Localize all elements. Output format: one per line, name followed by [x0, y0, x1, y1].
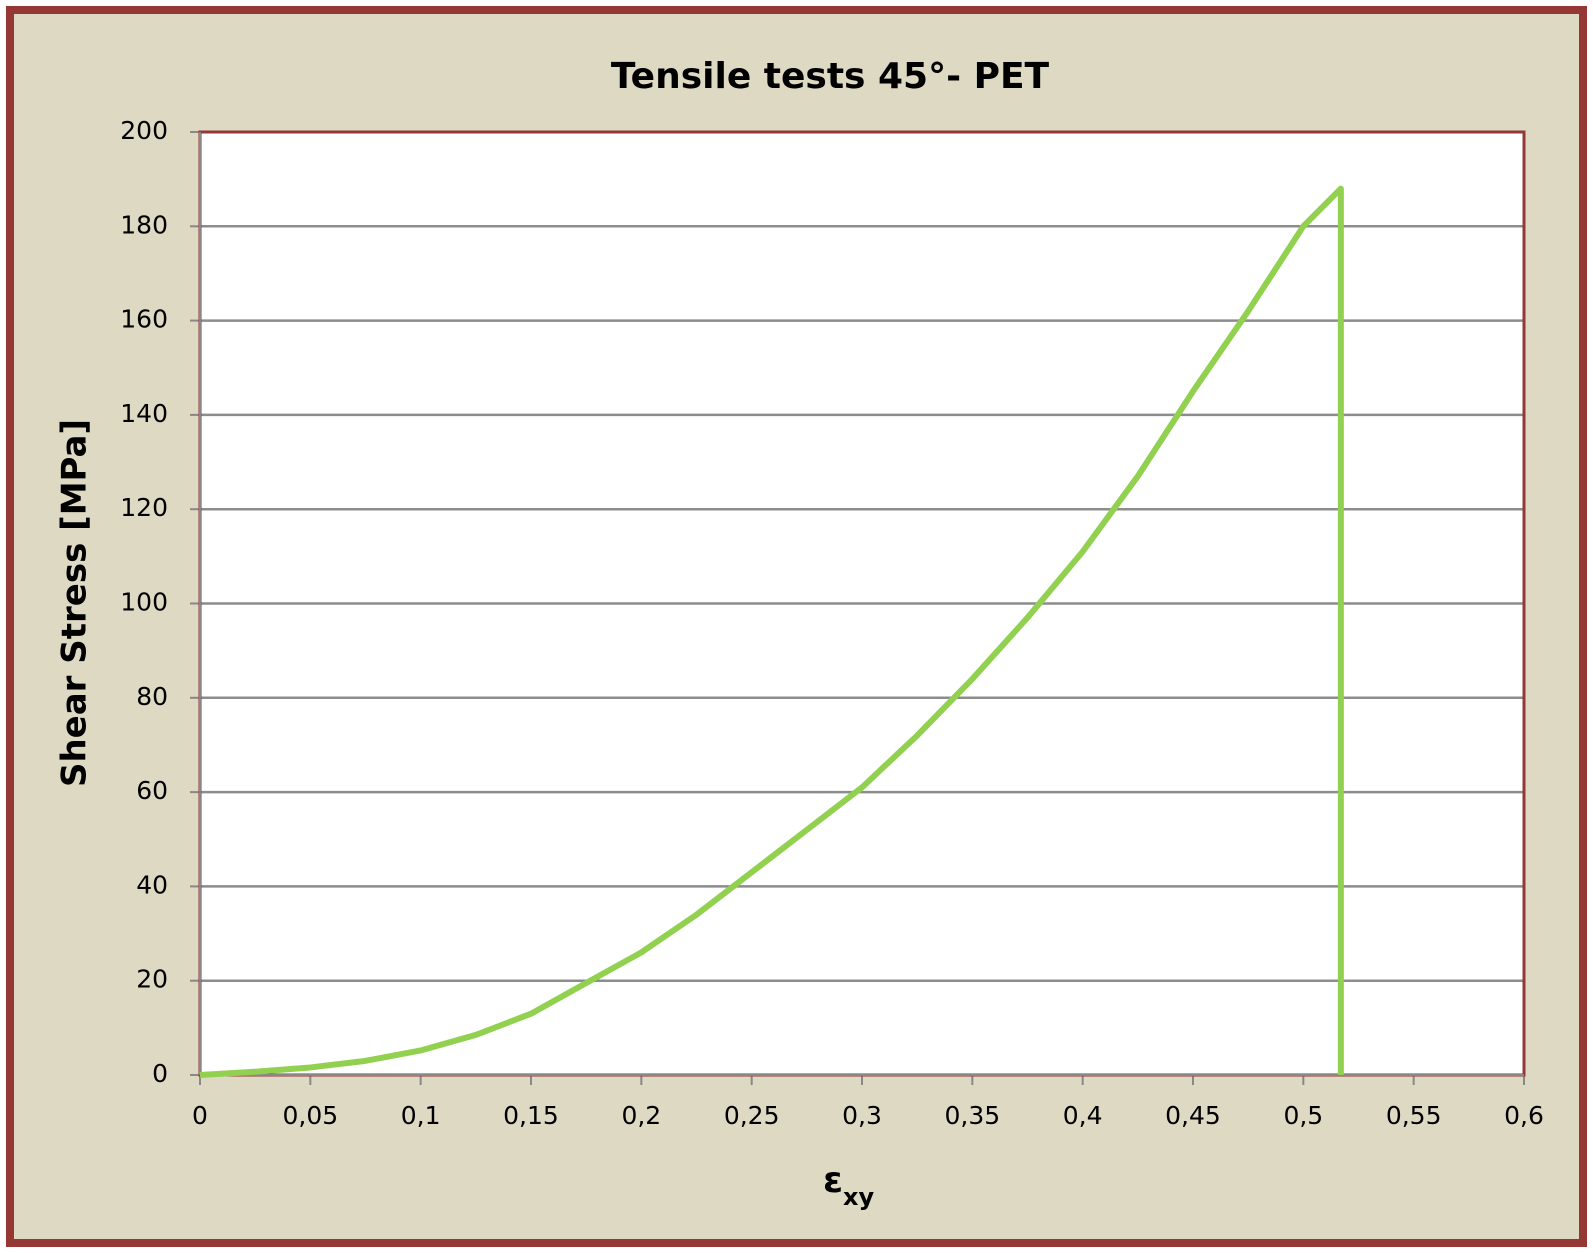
x-tick-label: 0,55 — [1386, 1101, 1442, 1130]
x-axis-label-sub: xy — [843, 1183, 874, 1211]
y-tick-label: 120 — [120, 493, 168, 522]
y-tick-label: 40 — [136, 870, 168, 899]
x-tick-label: 0,45 — [1165, 1101, 1221, 1130]
x-tick-label: 0,05 — [282, 1101, 338, 1130]
x-axis-label: ε — [823, 1160, 843, 1201]
x-tick-label: 0,5 — [1283, 1101, 1323, 1130]
y-tick-label: 200 — [120, 116, 168, 145]
y-tick-label: 140 — [120, 399, 168, 428]
y-tick-label: 20 — [136, 965, 168, 994]
x-tick-label: 0,6 — [1504, 1101, 1544, 1130]
y-tick-label: 180 — [120, 210, 168, 239]
x-tick-label: 0,2 — [621, 1101, 661, 1130]
y-tick-label: 0 — [152, 1059, 168, 1088]
x-tick-label: 0,35 — [944, 1101, 1000, 1130]
y-axis-label: Shear Stress [MPa] — [55, 419, 95, 787]
x-tick-label: 0,15 — [503, 1101, 559, 1130]
x-tick-label: 0,1 — [401, 1101, 441, 1130]
y-tick-label: 160 — [120, 305, 168, 334]
y-tick-label: 100 — [120, 588, 168, 617]
x-tick-label: 0 — [192, 1101, 208, 1130]
x-tick-label: 0,4 — [1063, 1101, 1103, 1130]
y-tick-label: 80 — [136, 682, 168, 711]
x-tick-label: 0,3 — [842, 1101, 882, 1130]
data-line — [199, 185, 1344, 1078]
x-tick-label: 0,25 — [724, 1101, 780, 1130]
chart-title: Tensile tests 45°- PET — [611, 56, 1050, 97]
y-tick-label: 60 — [136, 776, 168, 805]
